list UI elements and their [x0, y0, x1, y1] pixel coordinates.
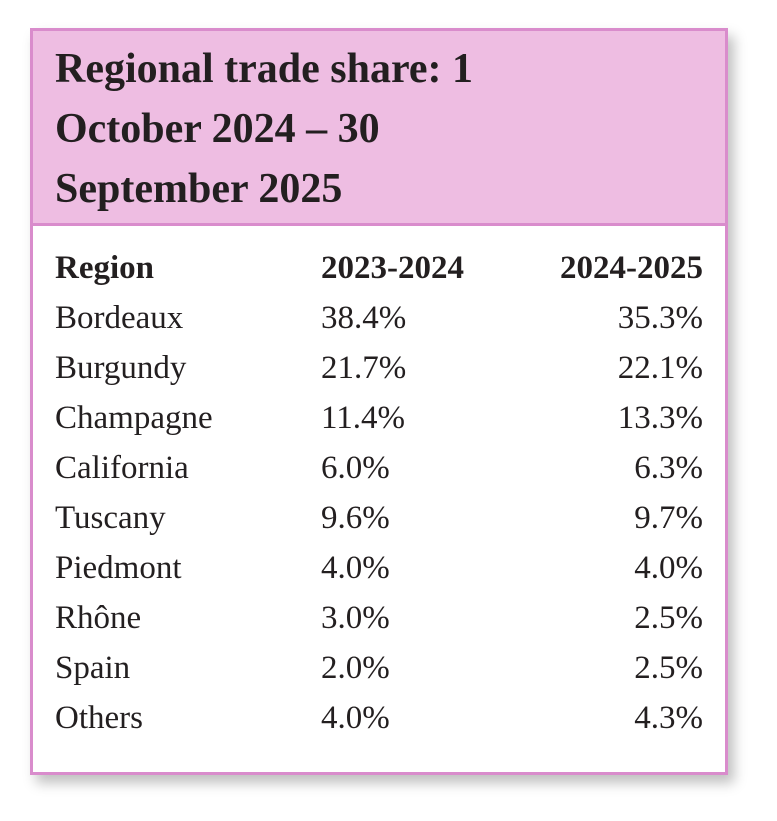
table-row: Bordeaux 38.4% 35.3% — [55, 293, 703, 343]
data-table: Region 2023-2024 2024-2025 Bordeaux 38.4% 35… — [55, 243, 703, 743]
table-cell: 4.3% — [634, 700, 703, 736]
table-cell: 6.0% — [321, 450, 390, 486]
table-cell: 2.0% — [321, 650, 390, 686]
table-cell: 9.6% — [321, 500, 390, 536]
table-cell: 4.0% — [634, 550, 703, 586]
table-cell: Rhône — [55, 600, 142, 636]
header: Regional trade share: 1 October 2024 – 3… — [33, 31, 725, 226]
table-cell: 21.7% — [321, 350, 407, 386]
column-header: 2023-2024 — [321, 250, 464, 286]
table-cell: Bordeaux — [55, 300, 184, 336]
table-row: Burgundy 21.7% 22.1% — [55, 343, 703, 393]
table-row: California 6.0% 6.3% — [55, 443, 703, 493]
header-row: Region 2023-2024 2024-2025 — [55, 243, 703, 293]
table-card: Regional trade share: 1 October 2024 – 3… — [30, 28, 728, 775]
table-cell: 22.1% — [617, 350, 703, 386]
table-cell: 3.0% — [321, 600, 390, 636]
table-cell: Piedmont — [55, 550, 182, 586]
table-cell: California — [55, 450, 189, 486]
table-cell: 4.0% — [321, 550, 390, 586]
table-cell: 2.5% — [634, 650, 703, 686]
table-row: Piedmont 4.0% 4.0% — [55, 543, 703, 593]
table-head: Region 2023-2024 2024-2025 — [55, 243, 703, 293]
table-row: Champagne 11.4% 13.3% — [55, 393, 703, 443]
table-cell: 35.3% — [617, 300, 703, 336]
column-header: 2024-2025 — [560, 250, 703, 286]
table-row: Rhône 3.0% 2.5% — [55, 593, 703, 643]
table-cell: 13.3% — [617, 400, 703, 436]
table-cell: 11.4% — [321, 400, 406, 436]
table-cell: Champagne — [55, 400, 213, 436]
table-cell: Spain — [55, 650, 131, 686]
title: Regional trade share: 1 October 2024 – 3… — [55, 46, 474, 212]
table-cell: 2.5% — [634, 600, 703, 636]
table-cell: 4.0% — [321, 700, 390, 736]
table-row: Tuscany 9.6% 9.7% — [55, 493, 703, 543]
table-cell: 38.4% — [321, 300, 407, 336]
column-header: Region — [55, 250, 154, 286]
table-body: Bordeaux 38.4% 35.3% Burgundy 21.7% 22.1% Cham… — [55, 293, 703, 743]
table-cell: 9.7% — [634, 500, 703, 536]
table-cell: Others — [55, 700, 143, 736]
table-row: Spain 2.0% 2.5% — [55, 643, 703, 693]
table-cell: Burgundy — [55, 350, 187, 386]
table-cell: Tuscany — [55, 500, 166, 536]
table-cell: 6.3% — [634, 450, 703, 486]
table-row: Others 4.0% 4.3% — [55, 693, 703, 743]
